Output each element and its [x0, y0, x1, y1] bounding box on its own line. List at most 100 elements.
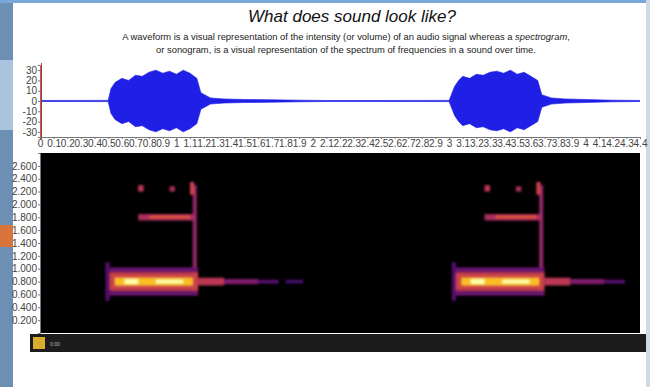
footer-icon	[33, 337, 45, 349]
frequency-axis: 0.2000.4000.6000.8001.0001.2001.4001.600…	[12, 154, 41, 334]
tick-label: 3	[447, 138, 453, 149]
footer-bar	[30, 334, 646, 352]
tick: 0.6	[115, 137, 129, 149]
spectrogram-cell	[536, 182, 540, 195]
tick: 0.2	[61, 137, 75, 149]
tick: 2.3	[347, 137, 361, 149]
background	[0, 0, 650, 387]
axis-line	[38, 154, 41, 334]
tick: -20	[23, 116, 40, 127]
tick: 1.2	[197, 137, 211, 149]
tick-label: 1.600	[12, 225, 37, 236]
spectrogram-cell	[138, 185, 143, 191]
spectrogram-cell	[495, 215, 536, 218]
tick-label: 2.7	[402, 138, 416, 149]
tick-label: 0.200	[12, 315, 37, 326]
tick-label: 0	[38, 138, 44, 149]
tick-label: 2.000	[12, 199, 37, 210]
tick: 2.200	[12, 186, 40, 197]
cursor	[41, 63, 42, 139]
tick: 2.600	[12, 161, 40, 172]
tick-mark	[38, 256, 40, 257]
tick: -30	[23, 127, 40, 138]
spectrogram-cell	[456, 267, 545, 272]
tick-mark	[38, 80, 40, 81]
spectrogram-cell	[545, 278, 571, 286]
tick: 3.7	[538, 137, 552, 149]
tick: 1.400	[12, 238, 40, 249]
tick-mark	[38, 192, 40, 193]
tick: 1.7	[265, 137, 279, 149]
spectrogram-cells	[105, 182, 625, 301]
tick: 2.1	[320, 137, 334, 149]
tick-label: -20	[23, 116, 38, 127]
tick: 1	[174, 137, 180, 149]
tick-label: 0	[31, 96, 37, 107]
tick: 30	[26, 65, 40, 76]
tick-label: 1.4	[224, 138, 238, 149]
subtitle-text: A waveform is a visual representation of…	[122, 31, 515, 42]
tick: 1.5	[238, 137, 252, 149]
subtitle-emphasis: spectrogram	[515, 31, 567, 42]
tick-label: 2.2	[334, 138, 348, 149]
tick-label: 2.9	[429, 138, 443, 149]
tick-label: 4.3	[620, 138, 634, 149]
tick: 0.5	[102, 137, 116, 149]
spectrogram-cell	[190, 182, 194, 195]
tick: 4	[583, 137, 589, 149]
tick-mark	[38, 166, 40, 167]
tick: 0.4	[88, 137, 102, 149]
tick-label: 0.1	[47, 138, 61, 149]
spectrogram-cell	[110, 273, 199, 291]
tick-mark	[38, 204, 40, 205]
tick-label: 2	[310, 138, 316, 149]
tick: 0.8	[143, 137, 157, 149]
tick: 0.800	[12, 276, 40, 287]
tick-label: 1.000	[12, 263, 37, 274]
tick-label: 1.1	[184, 138, 198, 149]
spectrogram-cell	[516, 186, 521, 191]
tick: 4.3	[620, 137, 634, 149]
subtitle-line: or sonogram, is a visual representation …	[156, 44, 536, 55]
left-edge-light	[0, 60, 13, 130]
tick-label: 1.6	[252, 138, 266, 149]
tick-label: 1.9	[293, 138, 307, 149]
tick: 2.4	[361, 137, 375, 149]
tick-label: 3.2	[470, 138, 484, 149]
waveform-y-axis: -30-20-100102030	[23, 65, 41, 138]
tick: 2.7	[402, 137, 416, 149]
time-axis: 00.10.20.30.40.50.60.70.80.911.11.21.31.…	[38, 137, 648, 149]
spectrogram-cell	[471, 279, 485, 284]
subtitle-text: ,	[567, 31, 570, 42]
tick: 3	[447, 137, 453, 149]
spectrogram-cell	[502, 280, 529, 284]
tick: 0.200	[12, 315, 40, 326]
tick: 1.600	[12, 225, 40, 236]
tick-mark	[38, 91, 40, 92]
tick-label: 2.200	[12, 186, 37, 197]
axis-line	[38, 66, 41, 138]
spectrogram-cell	[198, 278, 224, 286]
tick-label: 4	[583, 138, 589, 149]
spectrogram-cell	[110, 291, 199, 296]
tick-label: 1.7	[265, 138, 279, 149]
tick-label: 2.6	[388, 138, 402, 149]
spectrogram-cell	[456, 273, 545, 291]
tick-mark	[38, 132, 40, 133]
tick: 4.4	[634, 137, 648, 149]
tick: 0.7	[129, 137, 143, 149]
spectrogram-cell	[605, 280, 625, 284]
spectrogram-cell	[138, 214, 195, 220]
tick-mark	[38, 230, 40, 231]
right-edge	[646, 0, 650, 387]
tick: 20	[26, 75, 40, 86]
tick-label: 0.800	[12, 276, 37, 287]
tick: 3.8	[552, 137, 566, 149]
tick: 4.1	[593, 137, 607, 149]
tick-label: 10	[26, 85, 38, 96]
tick-mark	[38, 70, 40, 71]
tick-label: 4.4	[634, 138, 648, 149]
tick: 2.6	[388, 137, 402, 149]
slide: What does sound look like?A waveform is …	[0, 0, 650, 387]
tick: 1.3	[211, 137, 225, 149]
